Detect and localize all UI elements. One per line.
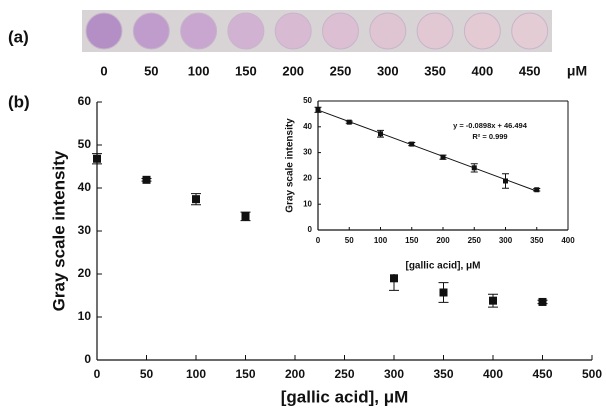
marker bbox=[390, 274, 398, 283]
y-tick-label: 40 bbox=[303, 122, 312, 131]
y-tick-label: 50 bbox=[303, 96, 312, 105]
marker bbox=[503, 178, 508, 184]
trend-line bbox=[317, 109, 537, 192]
x-tick-label: 150 bbox=[235, 367, 255, 381]
x-tick-label: 450 bbox=[532, 367, 552, 381]
well bbox=[463, 12, 501, 50]
inset-background bbox=[278, 95, 578, 274]
y-tick-label: 50 bbox=[78, 137, 92, 151]
marker bbox=[534, 187, 540, 193]
y-axis-label: Gray scale intensity bbox=[285, 118, 296, 213]
y-tick-label: 40 bbox=[78, 180, 92, 194]
panel-label: (a) bbox=[8, 27, 29, 46]
marker bbox=[93, 154, 101, 163]
marker bbox=[439, 288, 448, 297]
x-tick-label: 200 bbox=[436, 236, 450, 245]
well bbox=[416, 12, 454, 50]
x-tick-label: 350 bbox=[530, 236, 544, 245]
well-label: 300 bbox=[377, 63, 399, 78]
x-tick-label: 400 bbox=[561, 236, 575, 245]
x-tick-label: 50 bbox=[140, 367, 154, 381]
y-tick-label: 30 bbox=[303, 148, 312, 157]
well bbox=[322, 12, 359, 50]
well-label: 200 bbox=[282, 63, 304, 78]
marker bbox=[315, 107, 321, 113]
well-label: 0 bbox=[100, 63, 107, 78]
x-tick-label: 350 bbox=[433, 367, 453, 381]
marker bbox=[538, 297, 547, 306]
y-tick-label: 10 bbox=[303, 199, 312, 208]
y-tick-label: 60 bbox=[78, 94, 92, 108]
well-label: 350 bbox=[424, 63, 446, 78]
y-tick-label: 10 bbox=[78, 309, 92, 323]
marker bbox=[471, 165, 477, 171]
well bbox=[511, 12, 549, 50]
well bbox=[132, 12, 170, 50]
y-tick-label: 0 bbox=[84, 352, 91, 366]
x-tick-label: 200 bbox=[285, 367, 305, 381]
well bbox=[274, 12, 312, 50]
well-label: 400 bbox=[472, 63, 494, 78]
y-tick-label: 0 bbox=[308, 225, 313, 234]
well-label: 50 bbox=[144, 63, 158, 78]
x-tick-label: 100 bbox=[186, 367, 206, 381]
marker bbox=[241, 212, 250, 221]
well-label: 250 bbox=[330, 63, 352, 78]
x-tick-label: 100 bbox=[374, 236, 388, 245]
marker bbox=[346, 119, 352, 125]
x-tick-label: 250 bbox=[334, 367, 354, 381]
well bbox=[369, 12, 407, 50]
y-tick-label: 30 bbox=[78, 223, 92, 237]
wells bbox=[85, 12, 549, 50]
fit-r2: R² = 0.999 bbox=[472, 132, 507, 141]
well-label: 150 bbox=[235, 63, 257, 78]
y-tick-label: 20 bbox=[303, 174, 312, 183]
x-axis-label: [gallic acid], μM bbox=[281, 387, 409, 406]
x-tick-label: 250 bbox=[468, 236, 482, 245]
y-tick-label: 20 bbox=[78, 266, 92, 280]
well bbox=[180, 12, 218, 50]
x-tick-label: 50 bbox=[345, 236, 354, 245]
marker bbox=[142, 175, 151, 184]
well bbox=[85, 12, 123, 50]
well-label: 450 bbox=[519, 63, 541, 78]
marker bbox=[440, 154, 446, 160]
marker bbox=[192, 195, 200, 204]
marker bbox=[378, 131, 383, 137]
panel-label: (b) bbox=[8, 92, 30, 111]
x-tick-label: 300 bbox=[499, 236, 513, 245]
y-axis-label: Gray scale intensity bbox=[49, 150, 68, 311]
x-tick-label: 400 bbox=[483, 367, 503, 381]
x-tick-label: 300 bbox=[384, 367, 404, 381]
unit-label: μM bbox=[567, 63, 587, 79]
x-tick-label: 0 bbox=[94, 367, 101, 381]
x-axis-label: [gallic acid], μM bbox=[405, 261, 480, 272]
well bbox=[227, 12, 265, 50]
x-tick-label: 500 bbox=[582, 367, 602, 381]
fit-equation: y = -0.0898x + 46.494 bbox=[453, 121, 528, 130]
x-tick-label: 0 bbox=[316, 236, 321, 245]
well-label: 100 bbox=[188, 63, 210, 78]
marker bbox=[489, 296, 497, 305]
marker bbox=[409, 141, 415, 147]
x-tick-label: 150 bbox=[405, 236, 419, 245]
